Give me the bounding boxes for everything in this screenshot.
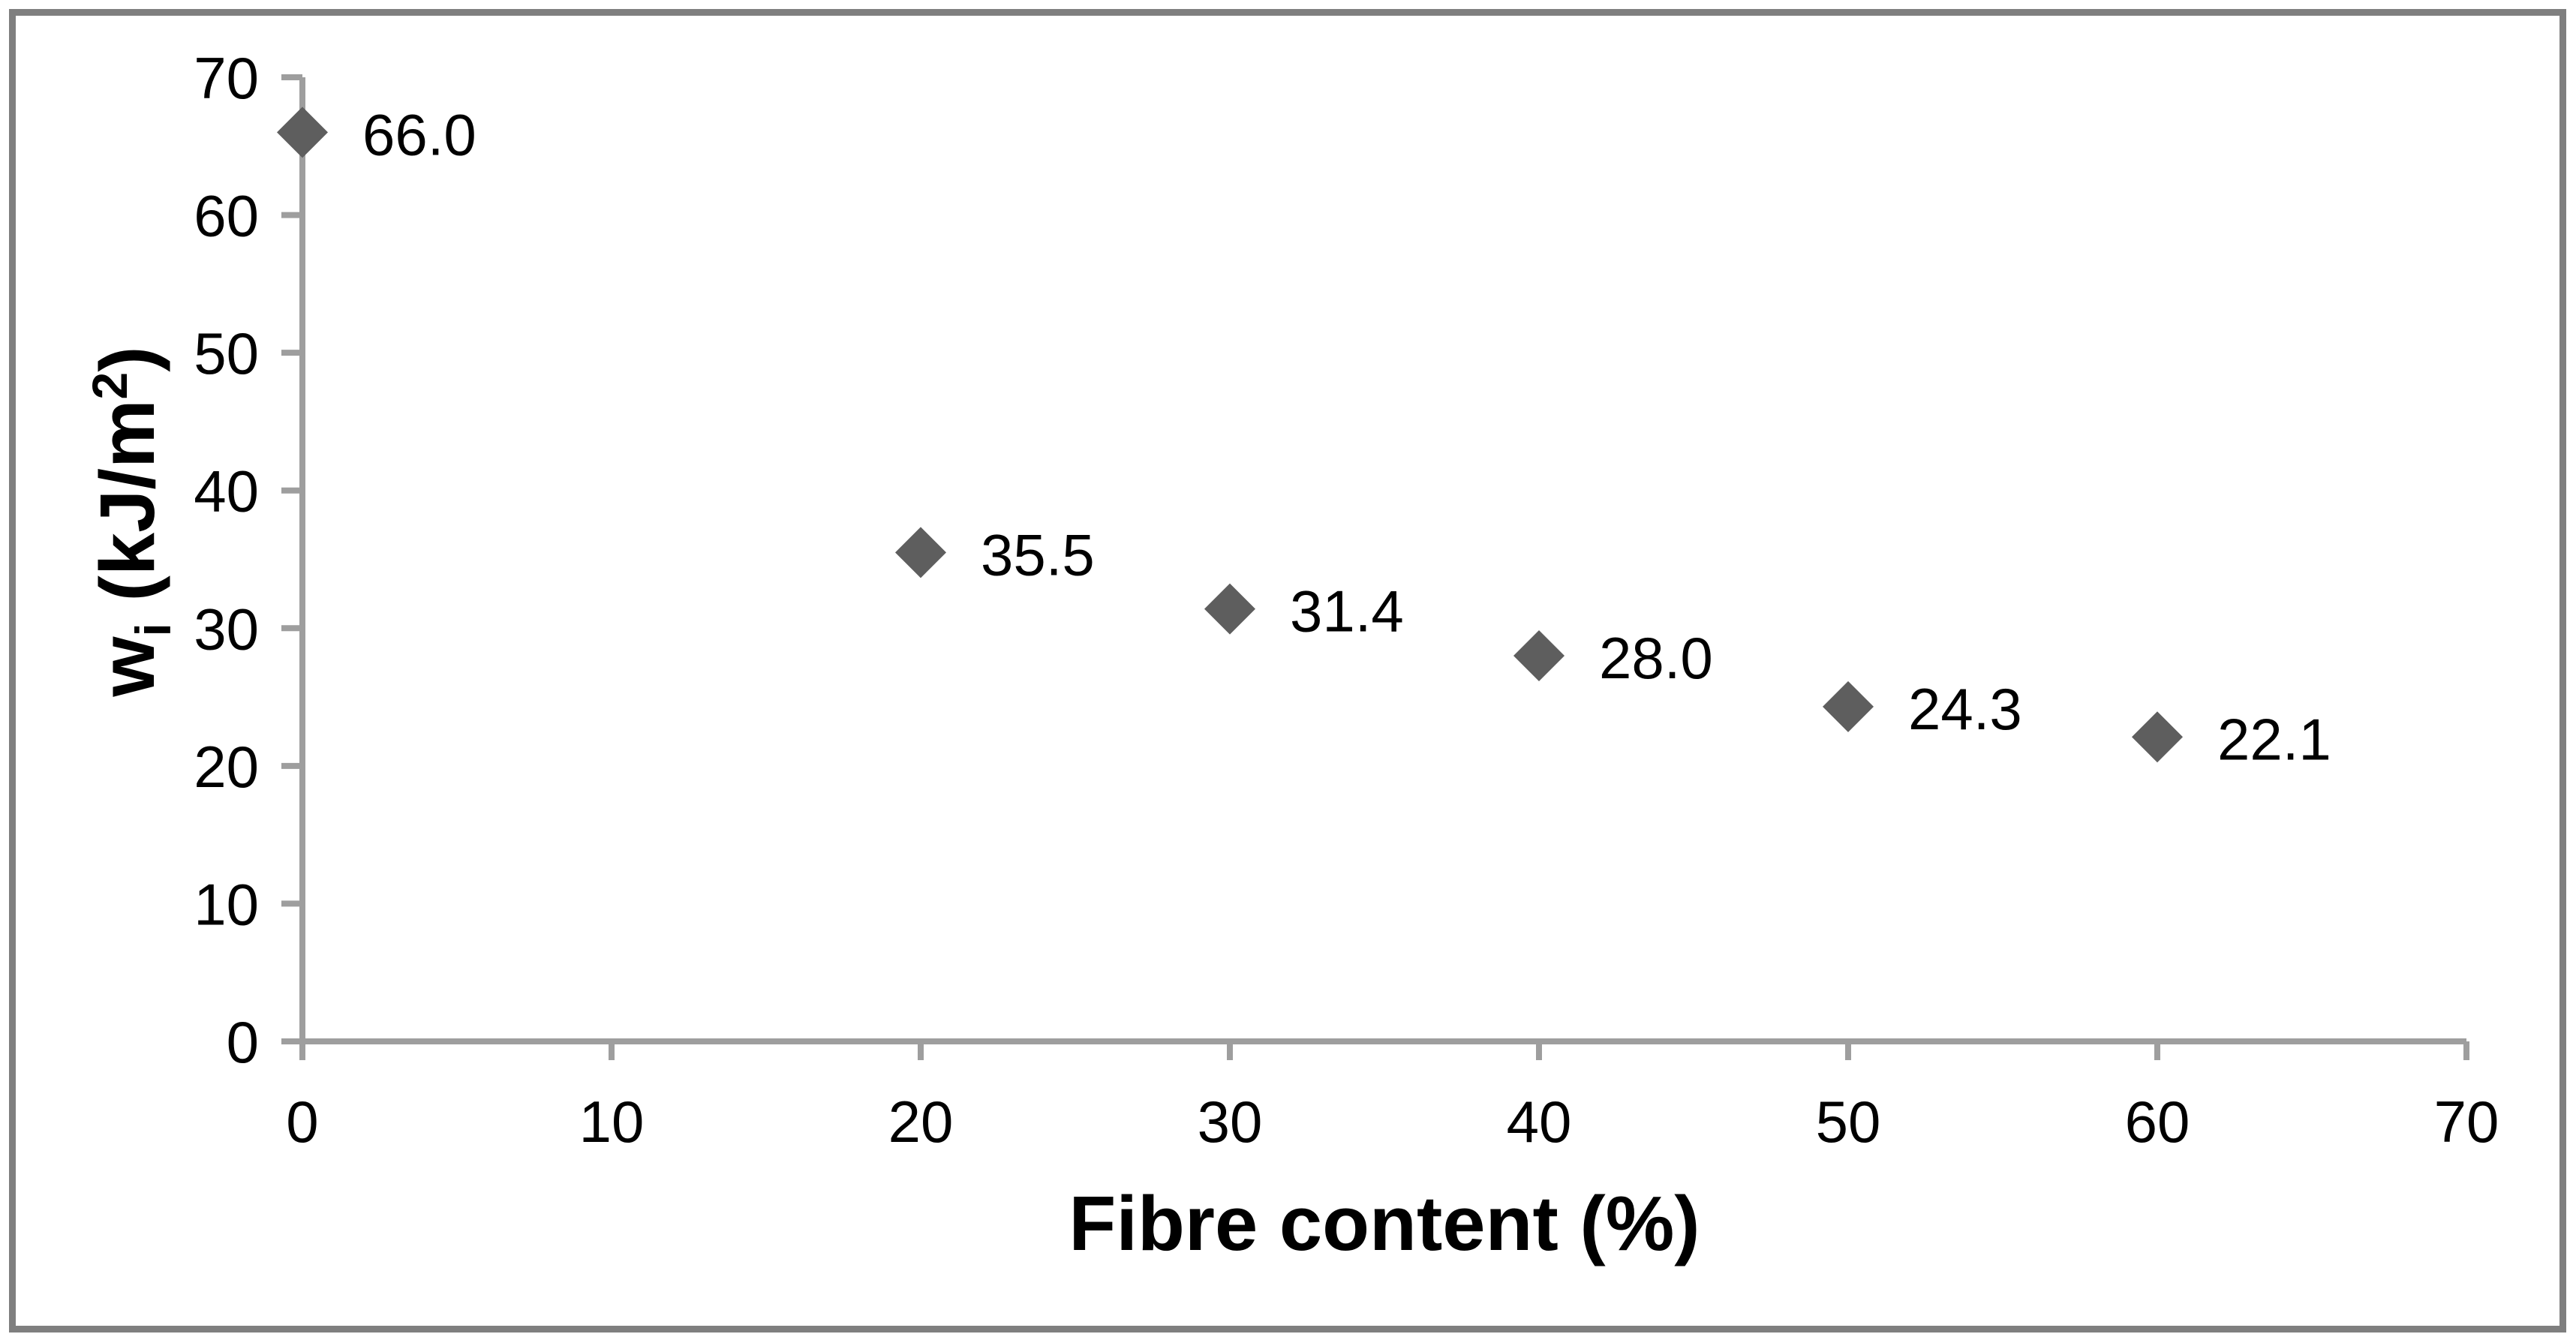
y-axis-tick-label: 60 <box>194 183 259 249</box>
y-axis-tick-label: 50 <box>194 320 259 386</box>
y-axis-tick-label: 70 <box>194 45 259 111</box>
x-axis-tick-label: 20 <box>888 1089 954 1155</box>
x-axis-tick-label: 50 <box>1816 1089 1881 1155</box>
x-axis-tick-label: 30 <box>1198 1089 1263 1155</box>
data-point-marker <box>895 527 946 578</box>
data-point-marker <box>1823 681 1874 732</box>
y-axis-tick-label: 0 <box>227 1009 259 1075</box>
data-point-label: 35.5 <box>981 521 1095 587</box>
y-axis-tick-label: 20 <box>194 734 259 800</box>
data-point-marker <box>1204 583 1255 635</box>
y-axis-tick-label: 40 <box>194 458 259 524</box>
x-axis-tick-label: 40 <box>1507 1089 1572 1155</box>
y-axis-title: wi (kJ/m2) <box>82 346 181 697</box>
y-axis-tick-label: 30 <box>194 596 259 662</box>
data-point-label: 66.0 <box>362 101 476 167</box>
data-point-label: 31.4 <box>1290 578 1404 644</box>
data-point-label: 22.1 <box>2217 706 2331 772</box>
x-axis-tick-label: 10 <box>579 1089 645 1155</box>
x-axis-tick-label: 70 <box>2434 1089 2499 1155</box>
x-axis-tick-label: 60 <box>2125 1089 2190 1155</box>
data-point-marker <box>277 107 328 158</box>
y-axis-tick-label: 10 <box>194 871 259 937</box>
data-point-label: 28.0 <box>1599 625 1713 691</box>
data-point-marker <box>1513 630 1565 681</box>
data-point-label: 24.3 <box>1908 676 2022 742</box>
x-axis-tick-label: 0 <box>286 1089 318 1155</box>
x-axis-title: Fibre content (%) <box>1069 1180 1700 1266</box>
data-point-marker <box>2132 711 2183 763</box>
